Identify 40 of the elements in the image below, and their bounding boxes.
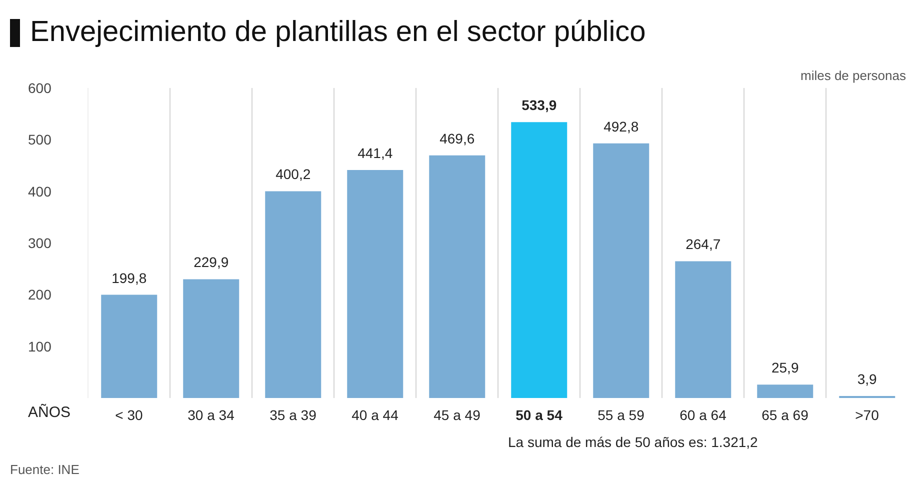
y-tick-label: 200 [28,286,52,303]
x-tick-label: 50 a 54 [516,407,563,423]
data-label: 25,9 [771,360,799,376]
bar [183,279,240,398]
y-tick-label: 100 [28,338,52,354]
x-tick-label: 60 a 64 [680,407,727,423]
x-tick-label: 55 a 59 [598,407,645,423]
x-tick-label: 30 a 34 [188,407,235,423]
bar [101,294,158,398]
bar [757,384,814,398]
bar [429,155,486,398]
data-label: 199,8 [112,270,147,286]
x-tick-label: >70 [855,407,880,423]
data-label: 229,9 [194,254,229,270]
bar [593,143,650,398]
x-tick-label: 65 a 69 [762,407,809,423]
source-note: Fuente: INE [10,462,80,477]
y-tick-label: 300 [28,235,52,251]
data-label: 533,9 [522,97,557,114]
text: miles de personas [800,68,906,83]
data-label: 3,9 [857,370,878,387]
x-axis-title: AÑOS [28,404,71,421]
bar [511,122,568,398]
x-tick-label: 40 a 44 [352,407,399,423]
x-tick-label: < 30 [115,407,144,423]
y-tick-label: 500 [28,132,52,148]
x-tick-label: 35 a 39 [270,407,317,423]
bar [675,261,732,398]
chart-title: Envejecimiento de plantillas en el sector público [30,16,646,49]
data-label: 492,8 [604,118,639,134]
bar [265,191,322,398]
data-label: 264,7 [686,236,721,252]
y-tick-label: 400 [28,183,52,200]
data-label: 400,2 [276,166,311,182]
data-label: 469,6 [440,130,475,146]
y-tick-label: 600 [28,80,52,96]
bar [347,170,404,398]
x-tick-label: 45 a 49 [434,407,481,423]
data-label: 441,4 [358,144,393,161]
text: La suma de más de 50 años es: 1.321,2 [508,434,758,450]
